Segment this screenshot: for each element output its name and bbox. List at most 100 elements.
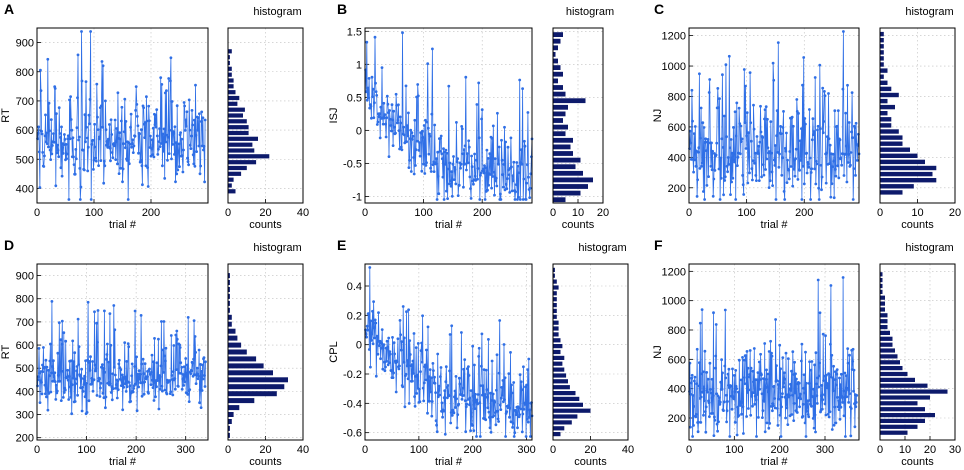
data-point — [181, 373, 185, 376]
hist-x-axis-label: counts — [249, 456, 282, 468]
data-point — [163, 388, 167, 392]
data-point — [194, 133, 198, 137]
data-point — [450, 170, 454, 174]
data-point — [453, 166, 457, 169]
data-point — [53, 380, 57, 383]
hist-bar — [228, 165, 247, 171]
data-point — [44, 392, 47, 396]
data-point — [160, 83, 164, 86]
data-point — [192, 319, 196, 322]
data-point — [744, 354, 748, 357]
data-point — [424, 164, 428, 167]
data-point — [427, 375, 431, 379]
data-point — [416, 94, 420, 98]
data-point — [488, 416, 491, 419]
data-point — [702, 126, 706, 129]
data-point — [412, 372, 415, 375]
data-point — [733, 421, 737, 424]
data-point — [746, 391, 749, 394]
data-point — [129, 112, 133, 116]
data-point — [829, 195, 833, 199]
data-point — [479, 171, 483, 175]
data-point — [724, 63, 728, 67]
data-point — [397, 367, 401, 371]
data-point — [43, 383, 47, 387]
data-point — [760, 392, 764, 396]
data-point — [517, 406, 520, 410]
y-tick-label: 400 — [16, 183, 34, 195]
data-point — [392, 341, 396, 345]
data-point — [816, 376, 820, 380]
data-point — [418, 154, 422, 158]
data-point — [463, 162, 466, 166]
data-point — [805, 381, 808, 385]
hist-bar — [880, 98, 888, 104]
data-point — [200, 110, 204, 114]
data-point — [818, 361, 821, 365]
data-point — [801, 402, 805, 406]
data-point — [37, 150, 41, 154]
data-point — [109, 159, 112, 163]
data-point — [374, 81, 377, 85]
data-point — [503, 376, 507, 380]
data-point — [408, 339, 412, 342]
data-point — [453, 395, 456, 399]
data-point — [390, 103, 394, 107]
data-point — [755, 179, 758, 183]
data-point — [177, 142, 181, 146]
data-point — [192, 118, 196, 122]
data-point — [180, 137, 184, 141]
data-point — [379, 105, 383, 109]
data-point — [835, 124, 839, 128]
data-point — [478, 401, 482, 405]
data-point — [191, 361, 195, 365]
data-point — [817, 198, 821, 201]
data-point — [722, 114, 726, 118]
data-point — [151, 126, 155, 130]
data-point — [125, 159, 129, 162]
hist-bar — [228, 370, 273, 376]
data-point — [390, 129, 393, 133]
data-point — [770, 354, 774, 358]
data-point — [120, 119, 123, 123]
data-point — [405, 140, 408, 144]
data-point — [805, 405, 809, 409]
data-point — [105, 358, 108, 361]
data-point — [387, 155, 391, 159]
data-point — [839, 383, 842, 386]
data-point — [419, 370, 422, 373]
data-point — [143, 362, 147, 366]
data-point — [104, 406, 107, 410]
hist-x-tick-label: 0 — [550, 207, 556, 219]
data-point — [411, 134, 415, 138]
data-point — [520, 388, 524, 392]
data-point — [731, 176, 735, 180]
data-point — [698, 167, 702, 170]
hist-bar — [228, 60, 230, 66]
hist-bar — [553, 385, 570, 390]
data-point — [471, 394, 475, 398]
data-point — [43, 134, 47, 138]
data-point — [161, 164, 164, 168]
data-point — [806, 399, 810, 403]
data-point — [407, 402, 411, 405]
data-point — [812, 133, 815, 137]
data-point — [823, 90, 826, 93]
data-point — [505, 187, 509, 191]
data-point — [388, 352, 392, 356]
data-point — [64, 339, 68, 343]
data-point — [834, 383, 838, 387]
data-point — [782, 371, 786, 375]
data-point — [514, 190, 517, 194]
data-point — [53, 371, 57, 375]
data-point — [134, 109, 138, 112]
data-point — [50, 152, 54, 156]
data-point — [494, 423, 498, 427]
data-point — [159, 387, 162, 391]
data-point — [499, 192, 502, 196]
data-point — [132, 387, 136, 390]
data-point — [467, 145, 471, 149]
data-point — [497, 145, 501, 149]
data-point — [731, 367, 734, 371]
